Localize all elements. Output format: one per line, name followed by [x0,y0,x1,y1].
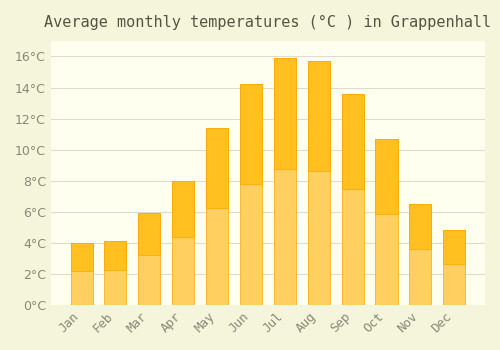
Bar [274,58,296,169]
Bar [274,58,296,305]
Bar [104,241,126,305]
Bar [206,128,228,305]
Bar [342,94,363,305]
Bar [410,204,432,250]
Bar [308,61,330,171]
Bar [342,94,363,189]
Bar [172,181,194,237]
Bar [172,181,194,305]
Bar [443,230,466,305]
Bar [308,61,330,305]
Bar [104,241,126,270]
Bar [70,243,92,271]
Bar [240,84,262,184]
Bar [376,139,398,305]
Bar [376,139,398,214]
Bar [138,214,160,305]
Bar [443,230,466,264]
Bar [138,214,160,254]
Bar [70,243,92,305]
Bar [410,204,432,305]
Bar [206,128,228,208]
Title: Average monthly temperatures (°C ) in Grappenhall: Average monthly temperatures (°C ) in Gr… [44,15,492,30]
Bar [240,84,262,305]
